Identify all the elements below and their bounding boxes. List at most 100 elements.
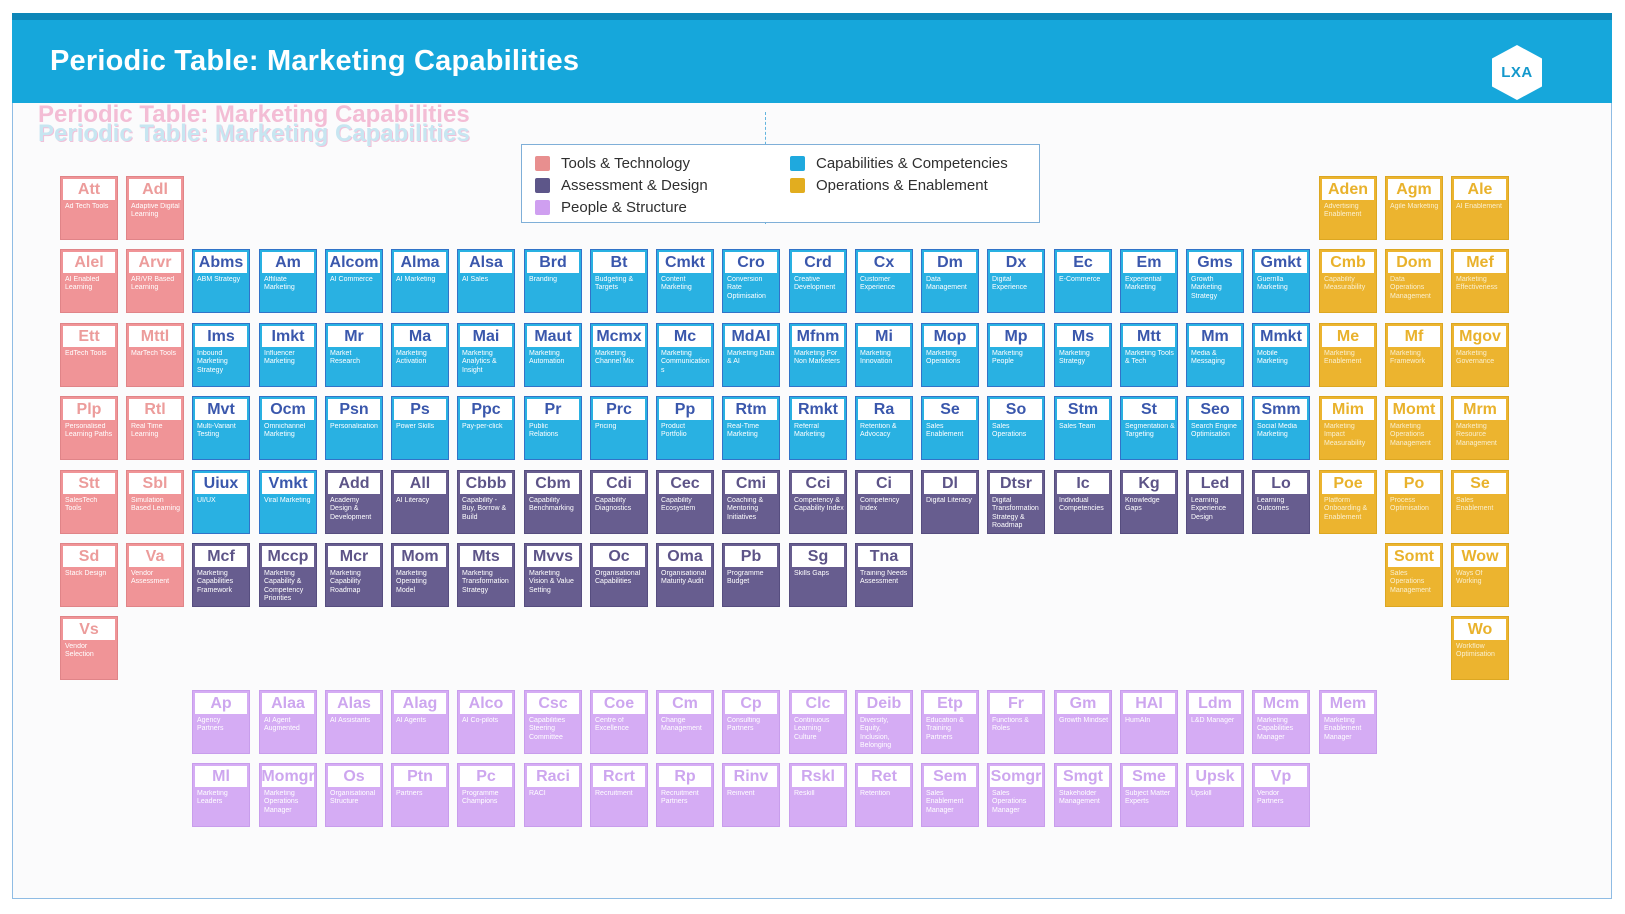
cell-label: Omnichannel Marketing [264,423,306,439]
cell-symbol: Rtl [144,400,166,418]
cell-symbol-box: Csc [527,693,579,714]
cell-label: HumAIn [1125,717,1151,724]
capability-cell: Ms Marketing Strategy [1054,323,1112,387]
capability-cell: Cm Change Management [656,690,714,754]
cell-symbol: Cp [740,694,762,712]
cell-symbol: Ma [408,327,432,345]
capability-cell: Mi Marketing Innovation [855,323,913,387]
cell-symbol: Att [77,180,101,198]
cell-symbol: Crd [804,253,832,271]
capability-cell: Lo Learning Outcomes [1252,470,1310,534]
cell-label: AI Agent Augmented [264,717,300,733]
capability-cell: Vs Vendor Selection [60,616,118,680]
cell-symbol: Adl [142,180,168,198]
cell-symbol-box: Alsa [460,252,512,273]
cell-label: Stakeholder Management [1059,790,1100,806]
cell-symbol: Gms [1197,253,1233,271]
cell-label: Mobile Marketing [1257,350,1288,366]
capability-cell: Vp Vendor Partners [1252,763,1310,827]
cell-label: Adaptive Digital Learning [131,203,180,219]
cell-symbol: Tna [869,547,899,565]
capability-cell: Cx Customer Experience [855,249,913,313]
cell-symbol: Mts [472,547,500,565]
cell-symbol: Dl [942,474,958,492]
cell-label: Marketing Enablement Manager [1324,717,1362,741]
capability-cell: Ppc Pay-per-click [457,396,515,460]
legend-item: People & Structure [535,196,790,218]
cell-label: Marketing Leaders [197,790,228,806]
cell-symbol-box: Att [63,179,115,200]
cell-label: Organisational Structure [330,790,376,806]
cell-label: Platform Onboarding & Enablement [1324,497,1368,521]
capability-cell: Clc Continuous Learning Culture [789,690,847,754]
cell-symbol-box: Kg [1123,473,1175,494]
cell-symbol: Mf [1404,327,1424,345]
capability-cell: Ap Agency Partners [192,690,250,754]
cell-symbol: Dx [1005,253,1027,271]
cell-label: AI Co-pilots [462,717,499,724]
cell-symbol: Psn [339,400,369,418]
cell-label: Creative Development [794,276,836,292]
cell-symbol: Ml [212,767,230,785]
cell-label: Marketing Innovation [860,350,893,366]
cell-label: Marketing Channel Mix [595,350,634,366]
cell-symbol-box: Prc [593,399,645,420]
cell-symbol-box: Mim [1322,399,1374,420]
cell-symbol: Alma [400,253,440,271]
cell-symbol: Oc [608,547,630,565]
capability-cell: Raci RACI [524,763,582,827]
cell-symbol: Ldm [1198,694,1232,712]
cell-symbol: Oma [667,547,703,565]
cell-symbol-box: Ptn [394,766,446,787]
capability-cell: Kg Knowledge Gaps [1120,470,1178,534]
cell-symbol-box: Mttl [129,326,181,347]
cell-symbol: Cdi [606,474,632,492]
cell-label: Simulation Based Learning [131,497,181,513]
capability-cell: St Segmentation & Targeting [1120,396,1178,460]
cell-symbol-box: Cec [659,473,711,494]
capability-cell: Aden Advertising Enablement [1319,176,1377,240]
cell-symbol: Rp [674,767,696,785]
cell-symbol: Fr [1008,694,1024,712]
cell-symbol-box: Tna [858,546,910,567]
capability-cell: Cmi Coaching & Mentoring Initiatives [722,470,780,534]
cell-symbol: Ale [1467,180,1493,198]
cell-symbol: Os [343,767,365,785]
cell-label: Marketing Operating Model [396,570,427,594]
capability-cell: Oma Organisational Maturity Audit [656,543,714,607]
cell-label: Digital Literacy [926,497,972,504]
cell-symbol: Mccp [267,547,309,565]
cell-symbol: Vs [79,620,99,638]
legend-item: Capabilities & Competencies [790,152,1008,174]
cell-symbol-box: Fr [990,693,1042,714]
capability-cell: Mvt Multi-Variant Testing [192,396,250,460]
cell-label: Retention & Advocacy [860,423,897,439]
cell-symbol: Cro [737,253,765,271]
cell-symbol-box: Ic [1057,473,1109,494]
cell-label: Continuous Learning Culture [794,717,830,741]
cell-symbol: Mcr [339,547,369,565]
capability-cell: Cbm Capability Benchmarking [524,470,582,534]
capability-cell: Seo Search Engine Optimisation [1186,396,1244,460]
cell-symbol: Dm [937,253,963,271]
cell-symbol: Vmkt [268,474,308,492]
cell-label: Subject Matter Experts [1125,790,1171,806]
cell-label: Customer Experience [860,276,896,292]
cell-label: Experiential Marketing [1125,276,1162,292]
cell-symbol-box: Alas [328,693,380,714]
cell-symbol-box: Cdi [593,473,645,494]
cell-symbol-box: Pb [725,546,777,567]
cell-label: Data Management [926,276,967,292]
cell-label: Functions & Roles [992,717,1029,733]
capability-cell: All AI Literacy [391,470,449,534]
cell-label: Inbound Marketing Strategy [197,350,228,374]
cell-label: Marketing Operations Management [1390,423,1431,447]
capability-cell: Pc Programme Champions [457,763,515,827]
cell-label: Academy Design & Development [330,497,372,521]
cell-symbol: Ap [210,694,232,712]
cell-symbol-box: Rp [659,766,711,787]
cell-symbol: Ret [871,767,897,785]
capability-cell: Sem Sales Enablement Manager [921,763,979,827]
capability-cell: Tna Training Needs Assessment [855,543,913,607]
cell-symbol: Sg [807,547,829,565]
